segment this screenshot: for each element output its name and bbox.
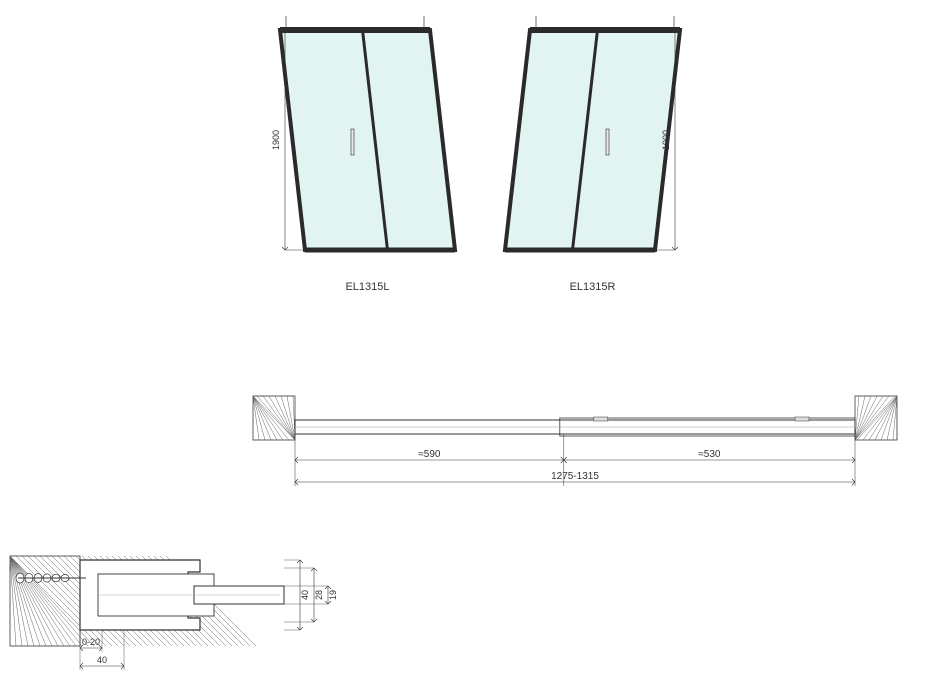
svg-text:1900: 1900 — [271, 130, 281, 150]
svg-text:40: 40 — [300, 590, 310, 600]
svg-text:1900: 1900 — [661, 130, 671, 150]
svg-text:≈530: ≈530 — [698, 449, 721, 460]
top-view — [253, 396, 897, 440]
svg-text:19: 19 — [328, 590, 338, 600]
svg-text:≈590: ≈590 — [418, 449, 441, 460]
profile-detail — [10, 556, 284, 646]
svg-text:0-20: 0-20 — [82, 637, 100, 647]
svg-text:EL1315R: EL1315R — [570, 281, 616, 293]
svg-text:1275-1315: 1275-1315 — [551, 471, 599, 482]
svg-text:EL1315L: EL1315L — [345, 281, 389, 293]
svg-text:28: 28 — [314, 590, 324, 600]
technical-drawing: 1900 EL1315L 1900 EL1315R ≈590 ≈530 1275-1315 4… — [0, 0, 928, 686]
door-handle — [351, 129, 354, 155]
svg-text:40: 40 — [97, 655, 107, 665]
door-handle — [606, 129, 609, 155]
